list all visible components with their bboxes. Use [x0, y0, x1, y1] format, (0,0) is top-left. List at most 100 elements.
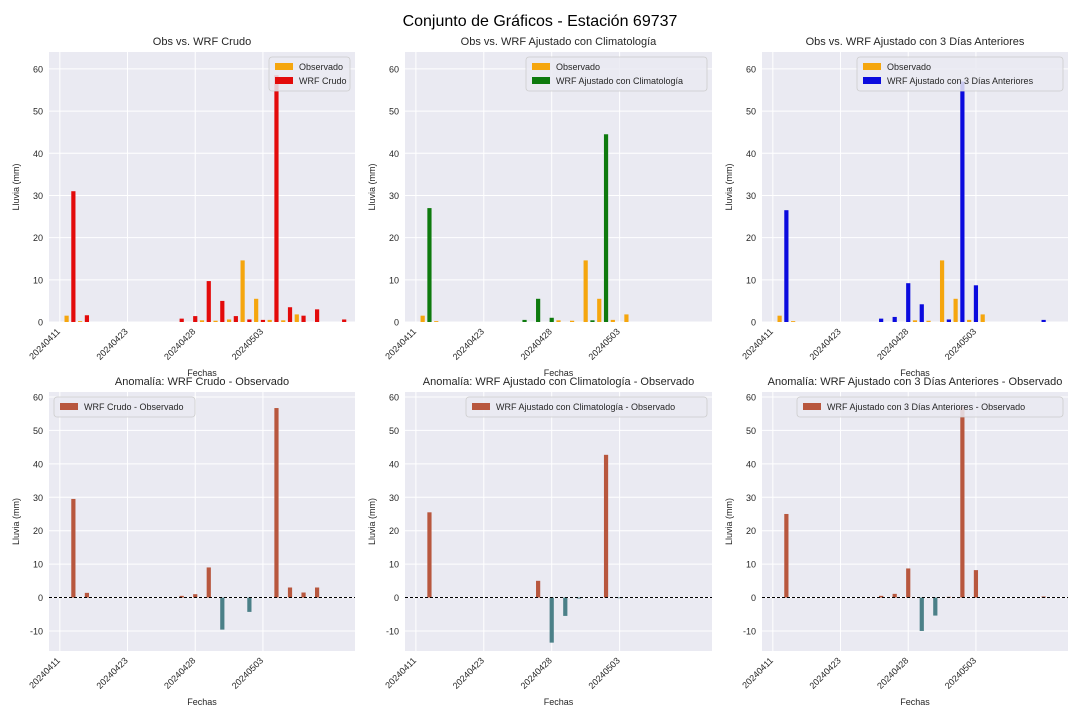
y-tick-label: 30: [389, 493, 399, 503]
y-tick-label: 10: [746, 275, 756, 285]
bar-anom_pos: [220, 597, 225, 630]
chart-panel-2: 0 10 20 30 40 50 60 20240411 20240423 20240428 202…: [367, 36, 712, 378]
bar-anom_pos: [549, 597, 554, 643]
bar-clim: [522, 319, 527, 322]
y-tick-label: 50: [389, 107, 399, 117]
x-tick-label: 20240503: [587, 326, 622, 361]
x-tick-label: 20240428: [519, 326, 554, 361]
figure-title: Conjunto de Gráficos - Estación 69737: [403, 13, 678, 30]
legend-swatch: [863, 63, 881, 70]
bar-observed: [926, 320, 931, 322]
plot-area: [49, 52, 355, 322]
bar-observed: [583, 260, 588, 322]
chart-title: Obs vs. WRF Ajustado con 3 Días Anterior…: [806, 36, 1025, 48]
bar-observed: [777, 315, 782, 322]
legend-swatch: [275, 63, 293, 70]
bar-anom_pos: [892, 593, 897, 598]
y-tick-label: 20: [746, 526, 756, 536]
bar-prev: [960, 81, 965, 322]
bar-anom_pos: [563, 597, 568, 616]
bar-raw: [247, 319, 252, 322]
legend-label: WRF Ajustado con 3 Días Anteriores - Obs…: [827, 402, 1025, 412]
y-tick-label: 60: [389, 64, 399, 74]
x-tick-label: 20240503: [943, 655, 978, 690]
y-tick-label: 0: [751, 593, 756, 603]
y-tick-label: 0: [38, 318, 43, 328]
bar-raw: [260, 319, 266, 322]
bar-anom_pos: [617, 597, 622, 599]
bar-anom_pos: [179, 595, 184, 598]
x-tick-label: 20240411: [27, 326, 62, 361]
bar-prev: [919, 304, 924, 322]
x-tick-label: 20240423: [451, 655, 486, 690]
bar-clim: [590, 320, 595, 322]
bar-prev: [906, 283, 911, 322]
x-tick-label: 20240428: [519, 655, 554, 690]
legend: Observado WRF Crudo: [268, 56, 351, 92]
legend-label: WRF Ajustado con Climatología: [556, 76, 683, 86]
y-tick-label: 60: [746, 393, 756, 403]
y-tick-label: 20: [33, 233, 43, 243]
x-axis-label: Fechas: [544, 697, 574, 707]
bar-observed: [64, 315, 69, 322]
bar-observed: [967, 319, 972, 322]
y-tick-label: 30: [746, 191, 756, 201]
chart-panel-5: -10 0 10 20 30 40 50 60 20240411 20240423 20240428…: [367, 376, 712, 707]
y-tick-label: 50: [33, 426, 43, 436]
y-tick-label: 10: [33, 560, 43, 570]
y-tick-label: -10: [743, 626, 756, 636]
legend-box: [796, 396, 1064, 418]
bar-raw: [71, 191, 76, 322]
bar-clim: [536, 298, 541, 322]
bar-observed: [254, 298, 259, 322]
legend-swatch: [803, 403, 821, 410]
chart-title: Anomalía: WRF Ajustado con Climatología …: [423, 376, 694, 388]
bar-anom_pos: [603, 454, 609, 598]
y-tick-label: 20: [389, 526, 399, 536]
bar-observed: [597, 298, 602, 322]
bar-anom_pos: [1041, 596, 1046, 598]
bar-raw: [220, 300, 225, 322]
x-tick-label: 20240411: [383, 655, 418, 690]
plot-area: [405, 52, 712, 322]
chart-title: Anomalía: WRF Crudo - Observado: [115, 376, 289, 388]
x-axis-label: Fechas: [187, 368, 217, 378]
legend-label: WRF Ajustado con Climatología - Observad…: [496, 402, 675, 412]
y-tick-label: 50: [389, 426, 399, 436]
legend-label: WRF Crudo: [299, 76, 347, 86]
bar-prev: [973, 285, 979, 322]
bar-prev: [946, 319, 951, 322]
y-tick-label: 40: [33, 149, 43, 159]
chart-panel-3: 0 10 20 30 40 50 60 20240411 20240423 20240428 202…: [724, 36, 1068, 378]
y-tick-label: 50: [746, 426, 756, 436]
bar-observed: [240, 260, 245, 322]
bar-observed: [624, 314, 629, 322]
bar-anom_pos: [933, 597, 938, 616]
y-tick-label: 10: [389, 275, 399, 285]
x-tick-label: 20240503: [587, 655, 622, 690]
legend: WRF Ajustado con 3 Días Anteriores - Obs…: [796, 396, 1064, 418]
bar-clim: [427, 208, 432, 322]
bar-observed: [420, 315, 425, 322]
bar-anom_pos: [71, 498, 76, 598]
bar-clim: [549, 317, 554, 322]
y-tick-label: 30: [389, 191, 399, 201]
bar-observed: [953, 298, 958, 322]
x-tick-label: 20240423: [94, 326, 129, 361]
bar-anom_pos: [84, 592, 90, 598]
legend-label: Observado: [556, 62, 600, 72]
y-tick-label: 60: [33, 64, 43, 74]
bar-observed: [78, 321, 83, 322]
legend-swatch: [275, 77, 293, 84]
legend-label: Observado: [299, 62, 343, 72]
y-tick-label: 40: [389, 149, 399, 159]
bar-anom_pos: [536, 580, 541, 598]
legend-swatch: [532, 77, 550, 84]
x-tick-label: 20240423: [807, 326, 842, 361]
x-axis-label: Fechas: [900, 697, 930, 707]
bar-anom_pos: [314, 587, 320, 598]
legend-box: [856, 56, 1064, 92]
bar-observed: [912, 320, 918, 322]
y-tick-label: 40: [389, 459, 399, 469]
legend-swatch: [532, 63, 550, 70]
